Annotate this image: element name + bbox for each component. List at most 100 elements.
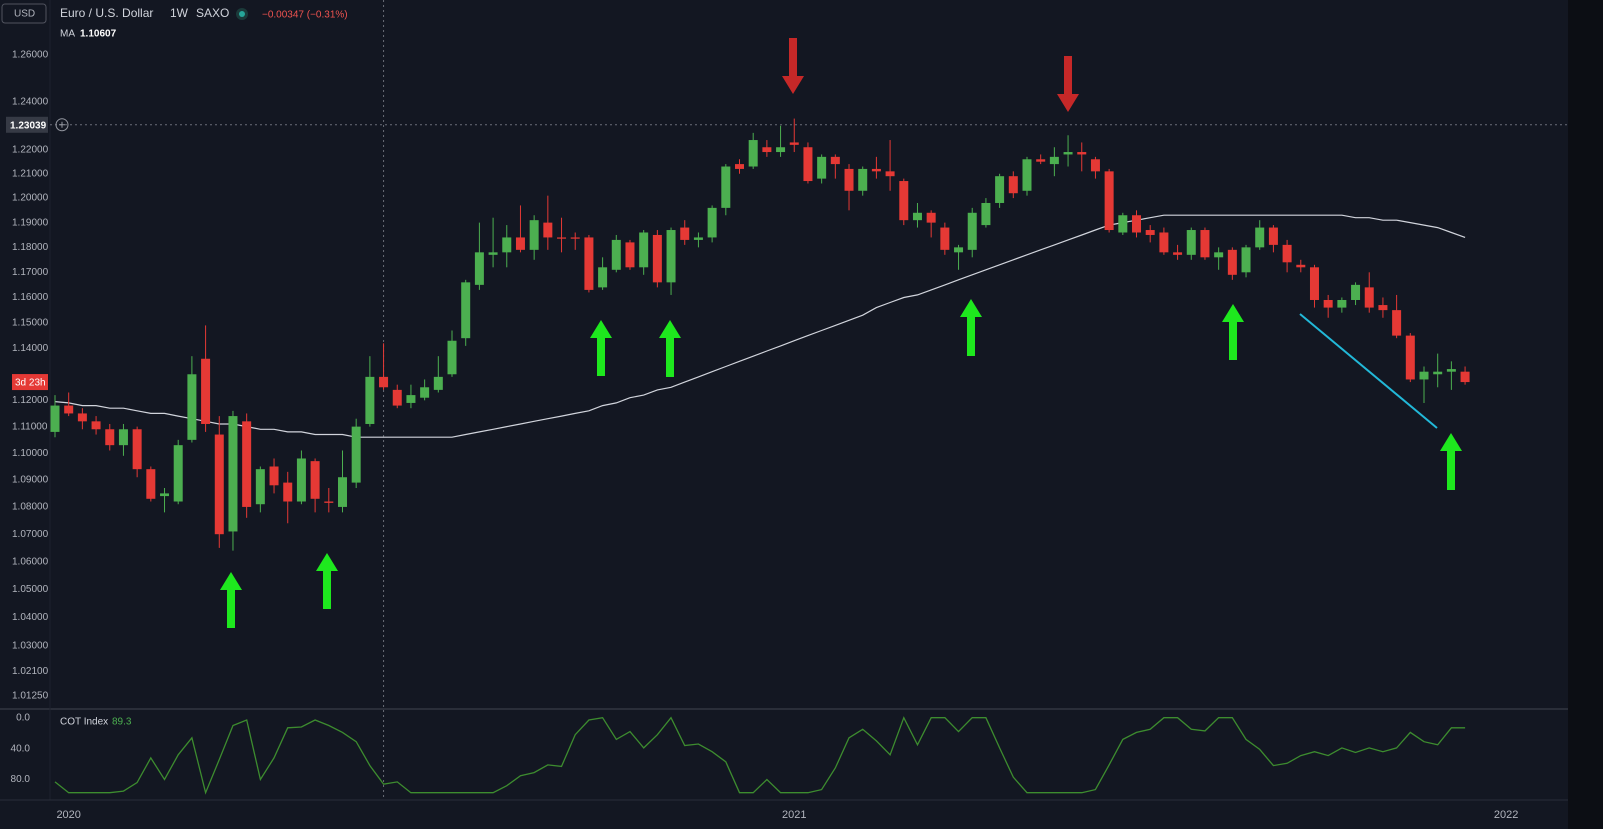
candle-body: [310, 461, 320, 499]
x-tick-label: 2022: [1494, 809, 1518, 821]
candle-body: [91, 421, 101, 430]
y-tick-label: 1.09000: [12, 475, 49, 486]
candle-body: [50, 405, 60, 432]
candle-body: [502, 237, 512, 253]
candle-body: [1241, 247, 1251, 273]
y-tick-label: 1.17000: [12, 267, 49, 278]
candle-body: [201, 358, 211, 424]
candle-body: [803, 147, 813, 182]
candle-body: [995, 176, 1005, 203]
candle-body: [652, 234, 662, 283]
currency-label: USD: [14, 9, 35, 20]
candle-body: [173, 445, 183, 502]
candle-body: [132, 429, 142, 470]
y-tick-label: 1.24000: [12, 97, 49, 108]
candle-body: [1145, 230, 1155, 235]
candle-body: [680, 227, 690, 240]
candle-body: [1104, 171, 1114, 231]
candle-body: [1132, 215, 1142, 233]
moving-average-line: [54, 214, 1466, 438]
y-tick-label: 1.03000: [12, 641, 49, 652]
candle-body: [1214, 252, 1224, 258]
y-tick-label: 1.18000: [12, 242, 49, 253]
y-tick-label: 1.20000: [12, 193, 49, 204]
candle-body: [981, 202, 991, 226]
y-tick-label: 1.26000: [12, 50, 49, 61]
candle-body: [693, 237, 703, 240]
candle-body: [296, 458, 306, 502]
candle-body: [1268, 227, 1278, 245]
candle-body: [1405, 335, 1415, 380]
candle-body: [269, 466, 279, 486]
candle-body: [625, 242, 635, 268]
interval: 1W: [170, 6, 189, 20]
candle-body: [1022, 159, 1032, 191]
annotation-arrow: [590, 320, 612, 376]
price-change: −0.00347 (−0.31%): [262, 10, 348, 21]
candle-body: [543, 222, 553, 238]
crosshair-add-icon: [59, 121, 65, 128]
currency-button[interactable]: [1, 3, 47, 24]
candle-body: [912, 212, 922, 221]
candle-body: [830, 156, 840, 165]
candle-body: [1433, 371, 1443, 375]
candle-body: [488, 252, 498, 255]
y-tick-label: 1.14000: [12, 343, 49, 354]
candle-body: [1351, 284, 1361, 300]
y-tick-label: 1.10000: [12, 448, 49, 459]
candle-body: [1077, 152, 1087, 155]
candle-body: [584, 237, 594, 290]
y-tick-label: 1.02100: [12, 666, 49, 677]
candle-body: [187, 374, 197, 440]
cot-y-tick-label: 80.0: [11, 774, 31, 785]
candle-body: [1186, 230, 1196, 255]
annotation-arrow: [1440, 433, 1462, 490]
y-tick-label: 1.21000: [12, 168, 49, 179]
annotation-arrow: [782, 38, 804, 94]
candle-body: [776, 147, 786, 153]
candle-body: [242, 421, 252, 507]
candle-body: [1282, 244, 1292, 263]
candle-body: [529, 220, 539, 250]
y-tick-label: 1.05000: [12, 584, 49, 595]
annotations: [1299, 313, 1438, 429]
candle-body: [118, 429, 128, 446]
candle-body: [1159, 232, 1169, 253]
candle-body: [735, 164, 744, 169]
candle-body: [255, 469, 265, 505]
cot-last-value: 89.3: [112, 717, 132, 728]
candle-body: [789, 142, 799, 145]
candle-body: [1063, 152, 1073, 155]
candle-body: [1036, 159, 1046, 162]
crosshair-add-button: [55, 118, 69, 132]
candle-body: [160, 493, 170, 497]
candle-body: [1008, 176, 1018, 194]
y-tick-label: 1.06000: [12, 556, 49, 567]
candle-body: [1364, 287, 1374, 308]
candle-body: [365, 376, 375, 424]
candle-body: [379, 376, 389, 388]
candle-body: [337, 477, 347, 507]
market-status-dot: [239, 11, 245, 17]
cot-index-line: [54, 716, 1466, 795]
candle-body: [557, 237, 567, 239]
y-tick-label: 1.07000: [12, 529, 49, 540]
candle-body: [1173, 252, 1183, 255]
candle-body: [940, 227, 950, 250]
candle-body: [461, 282, 471, 339]
candle-body: [598, 267, 608, 288]
candle-body: [748, 140, 758, 167]
annotation-arrow: [316, 553, 338, 609]
candle-body: [844, 168, 854, 191]
symbol-title: Euro / U.S. Dollar: [60, 6, 153, 20]
candle-body: [967, 212, 977, 250]
right-margin: [1568, 0, 1603, 829]
annotation-arrow: [1057, 56, 1079, 112]
candle-body: [228, 416, 238, 532]
candle-body: [64, 405, 74, 414]
candle-body: [707, 207, 717, 238]
y-tick-label: 1.22000: [12, 144, 49, 155]
candle-body: [1419, 371, 1429, 380]
countdown-box: [12, 374, 48, 391]
